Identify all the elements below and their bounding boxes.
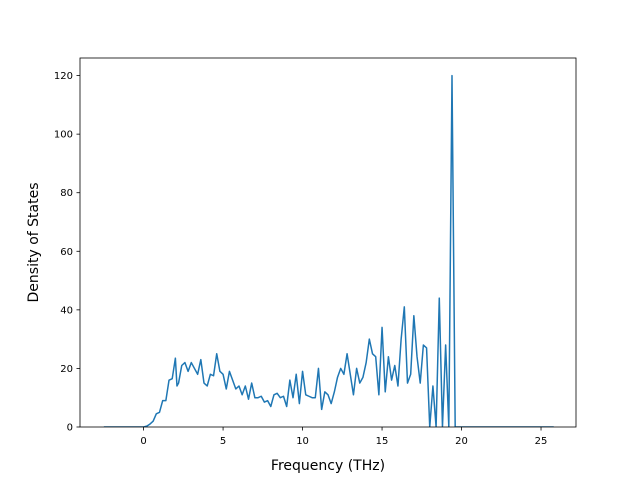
x-tick-label: 5 bbox=[220, 436, 226, 447]
x-axis-title: Frequency (THz) bbox=[271, 458, 385, 474]
x-tick-label: 0 bbox=[140, 436, 146, 447]
x-axis-ticks: 0 5 10 15 20 25 bbox=[140, 427, 547, 447]
y-tick-label: 40 bbox=[60, 305, 73, 316]
x-tick-label: 20 bbox=[455, 436, 468, 447]
y-axis-title: Density of States bbox=[26, 183, 42, 303]
y-tick-label: 20 bbox=[60, 364, 73, 375]
y-tick-label: 0 bbox=[67, 423, 73, 434]
plot-area bbox=[103, 74, 554, 427]
y-axis-ticks: 0 20 40 60 80 100 120 bbox=[54, 71, 80, 434]
axes-frame bbox=[79, 57, 577, 428]
x-tick-label: 10 bbox=[296, 436, 309, 447]
y-tick-label: 80 bbox=[60, 188, 73, 199]
y-tick-label: 60 bbox=[60, 247, 73, 258]
dos-series-line bbox=[103, 74, 554, 427]
y-tick-label: 100 bbox=[54, 130, 73, 141]
x-tick-label: 25 bbox=[535, 436, 548, 447]
x-tick-label: 15 bbox=[376, 436, 389, 447]
y-tick-label: 120 bbox=[54, 71, 73, 82]
